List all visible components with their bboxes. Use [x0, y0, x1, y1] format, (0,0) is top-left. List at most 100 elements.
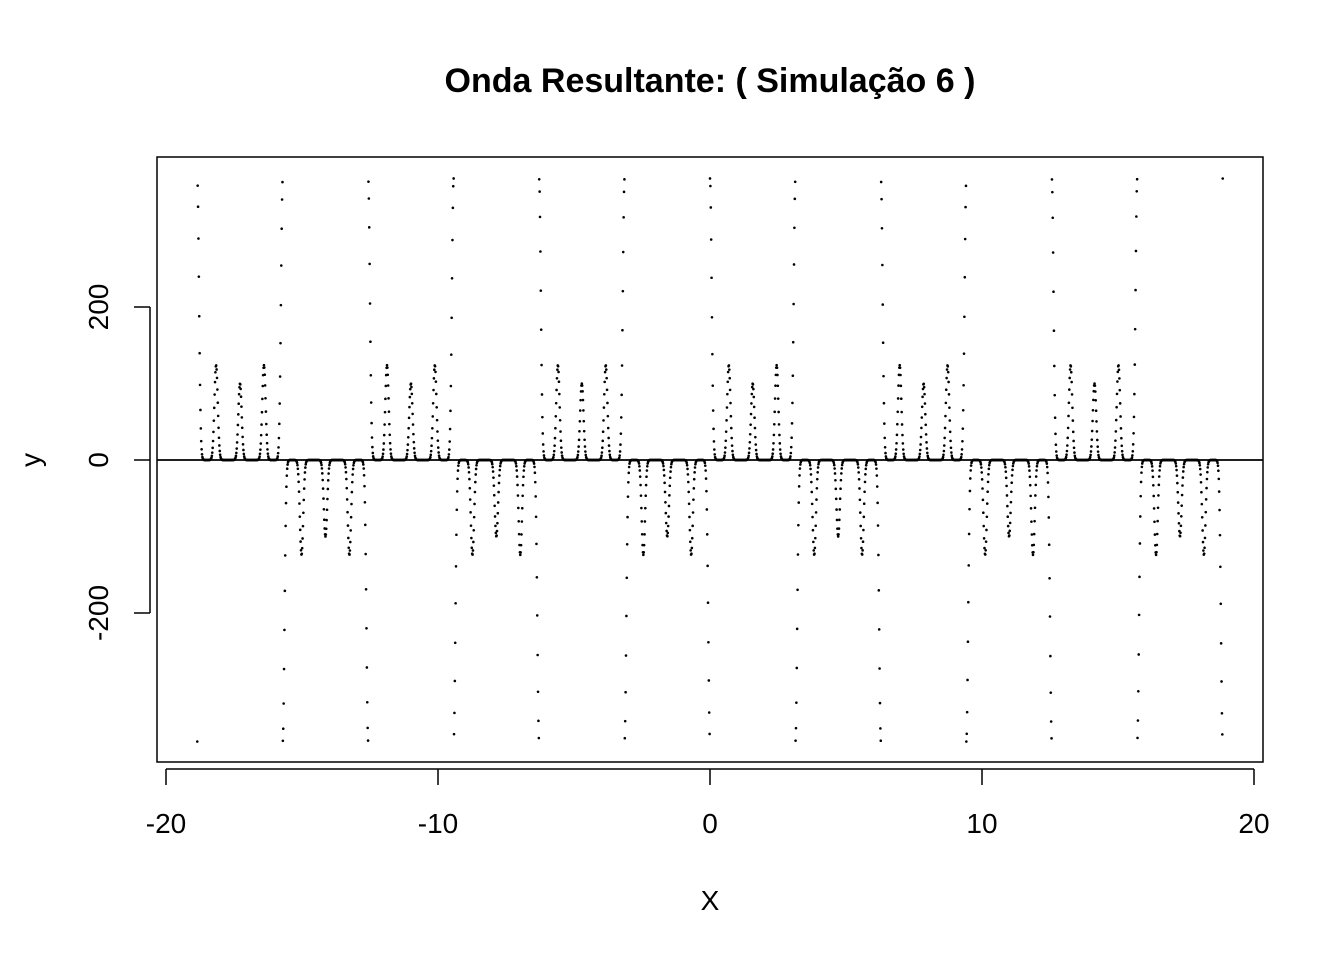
data-point	[497, 490, 500, 494]
data-point	[729, 414, 733, 418]
data-point	[555, 376, 559, 380]
data-point	[216, 388, 219, 391]
data-point	[516, 494, 520, 497]
data-point	[879, 180, 883, 184]
data-point	[324, 533, 328, 536]
data-point	[1006, 515, 1010, 519]
data-point	[1177, 512, 1180, 515]
data-point	[1029, 494, 1032, 498]
data-point	[775, 363, 778, 367]
data-point	[874, 460, 877, 464]
data-point	[688, 528, 692, 532]
data-point	[496, 521, 499, 525]
data-point	[643, 533, 646, 536]
data-point	[986, 490, 989, 494]
data-point	[724, 446, 727, 449]
data-point	[813, 552, 816, 555]
y-tick-label: 0	[83, 452, 114, 468]
data-point	[1221, 733, 1224, 736]
data-point	[605, 388, 609, 392]
data-point	[210, 451, 214, 454]
data-point	[943, 436, 946, 440]
data-point	[521, 483, 525, 487]
data-point	[949, 446, 953, 450]
data-point	[321, 478, 325, 482]
data-point	[370, 436, 374, 439]
data-point	[455, 490, 459, 493]
data-point	[645, 464, 649, 468]
data-point	[948, 406, 951, 409]
data-point	[861, 549, 864, 552]
data-point	[809, 467, 812, 471]
data-point	[498, 474, 501, 477]
data-point	[753, 416, 756, 419]
data-point	[451, 206, 455, 210]
data-point	[266, 448, 269, 451]
data-point	[217, 436, 221, 440]
y-tick-label: -200	[83, 585, 114, 641]
data-point	[560, 446, 563, 449]
data-point	[412, 440, 416, 444]
data-point	[1089, 453, 1092, 457]
data-point	[492, 476, 495, 479]
chart-title: Onda Resultante: ( Simulação 6 )	[445, 62, 976, 100]
data-point	[642, 551, 646, 554]
data-point	[277, 436, 281, 440]
data-point	[210, 454, 214, 458]
data-point	[1150, 465, 1154, 468]
data-point	[429, 449, 433, 453]
data-point	[348, 549, 352, 552]
data-point	[1199, 480, 1203, 484]
data-point	[522, 475, 525, 479]
data-point	[776, 397, 780, 400]
data-point	[1005, 494, 1009, 497]
data-point	[259, 433, 263, 437]
data-point	[863, 490, 866, 494]
data-point	[285, 474, 289, 477]
data-point	[455, 533, 458, 537]
data-point	[980, 478, 984, 481]
data-point	[457, 464, 460, 467]
data-point	[896, 422, 899, 426]
data-point	[515, 469, 519, 472]
data-point	[1157, 475, 1161, 478]
data-point	[406, 448, 409, 452]
data-point	[749, 412, 753, 416]
data-point	[474, 467, 478, 471]
data-point	[1133, 363, 1137, 366]
data-point	[726, 380, 730, 384]
data-point	[583, 445, 587, 448]
data-point	[450, 276, 454, 280]
data-point	[491, 465, 494, 469]
data-point	[1032, 543, 1036, 547]
data-point	[667, 515, 670, 518]
data-point	[795, 701, 798, 704]
data-point	[406, 443, 410, 446]
data-point	[370, 421, 373, 425]
data-point	[834, 497, 838, 501]
data-point	[862, 502, 866, 505]
data-point	[1088, 455, 1092, 459]
data-point	[496, 511, 500, 515]
data-point	[285, 467, 289, 471]
data-point	[349, 515, 353, 519]
data-point	[303, 471, 307, 474]
data-point	[771, 455, 774, 458]
data-point	[324, 527, 328, 531]
data-point	[1054, 450, 1058, 453]
data-point	[520, 533, 523, 536]
data-point	[437, 454, 441, 457]
data-point	[963, 237, 967, 241]
data-point	[808, 461, 812, 465]
data-point	[944, 414, 947, 418]
data-point	[1047, 543, 1051, 547]
data-point	[533, 465, 536, 469]
data-point	[669, 465, 673, 469]
data-point	[642, 553, 645, 557]
data-point	[580, 384, 584, 387]
data-point	[385, 363, 389, 367]
data-point	[327, 467, 331, 470]
data-point	[560, 454, 564, 457]
data-point	[1066, 426, 1070, 430]
data-point	[1205, 486, 1208, 490]
